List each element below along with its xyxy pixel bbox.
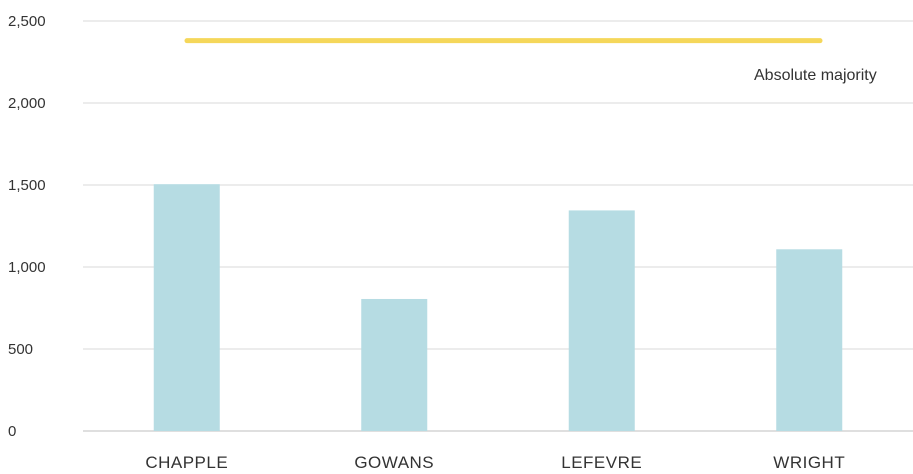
bar-lefevre: [568, 210, 635, 431]
y-axis-tick-labels: 0 500 1,000 1,500 2,000 2,500: [8, 13, 46, 440]
y-tick-label: 0: [8, 423, 16, 440]
x-axis-category-labels: CHAPPLE GOWANS LEFEVRE WRIGHT: [145, 453, 845, 472]
bar-gowans: [361, 298, 428, 431]
x-category-label: GOWANS: [354, 453, 434, 472]
gridlines: [83, 20, 913, 432]
x-category-label: WRIGHT: [773, 453, 845, 472]
bar-chapple: [153, 184, 220, 431]
y-tick-label: 1,000: [8, 259, 46, 276]
y-tick-label: 2,000: [8, 95, 46, 112]
y-tick-label: 2,500: [8, 13, 46, 30]
y-tick-label: 500: [8, 341, 33, 358]
y-tick-label: 1,500: [8, 177, 46, 194]
reference-line-label: Absolute majority: [754, 67, 877, 84]
absolute-majority-line: Absolute majority: [184, 38, 877, 84]
bar-wright: [776, 249, 843, 431]
x-category-label: CHAPPLE: [145, 453, 228, 472]
x-category-label: LEFEVRE: [561, 453, 642, 472]
bars: [153, 184, 843, 431]
